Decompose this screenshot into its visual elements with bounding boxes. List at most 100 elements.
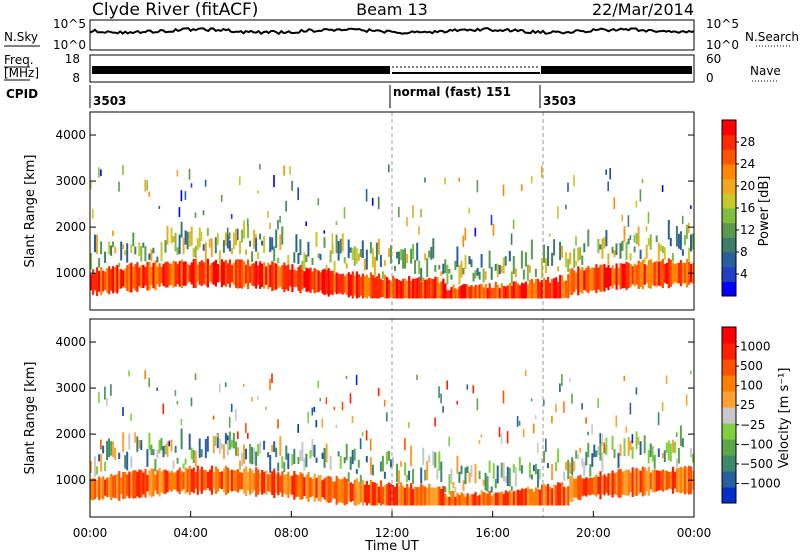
- power-near-range-mark: [285, 265, 288, 290]
- vel-near-range-mark: [432, 487, 435, 506]
- vel-near-range-mark: [212, 471, 215, 489]
- velocity-ylabel: Slant Range [km]: [23, 362, 38, 475]
- power-mid-range-mark: [547, 246, 549, 266]
- vel-far-range-mark: [438, 386, 440, 399]
- vel-near-range-mark: [516, 489, 519, 506]
- power-near-range-mark: [605, 267, 608, 288]
- vel-mid-range-mark: [140, 440, 143, 450]
- vel-far-range-mark: [581, 403, 583, 410]
- vel-mid-range-mark: [406, 474, 409, 483]
- power-mid-range-mark: [573, 248, 576, 269]
- power-near-range-mark: [404, 278, 407, 299]
- vel-mid-range-mark: [398, 470, 400, 484]
- power-mid-range-mark: [228, 240, 231, 252]
- power-mid-range-mark: [281, 226, 284, 245]
- power-mid-range-mark: [470, 259, 473, 268]
- vel-near-range-mark: [182, 472, 185, 490]
- vel-colorbar-tick-label: 1000: [740, 340, 771, 354]
- power-near-range-mark: [593, 267, 596, 291]
- power-mid-range-mark: [373, 256, 376, 277]
- power-near-range-mark: [267, 262, 270, 289]
- vel-far-range-mark: [297, 424, 299, 433]
- power-near-range-mark: [277, 265, 280, 288]
- power-mid-range-mark: [412, 244, 415, 260]
- vel-near-range-mark: [575, 478, 578, 498]
- power-near-range-mark: [450, 287, 453, 299]
- vel-near-range-mark: [671, 466, 675, 494]
- vel-near-range-mark: [170, 470, 173, 492]
- time-xtick-label: 04:00: [173, 526, 208, 540]
- power-mid-range-mark: [583, 243, 586, 253]
- vel-far-range-mark: [603, 442, 605, 454]
- power-near-range-mark: [486, 288, 489, 299]
- vel-far-range-mark: [247, 432, 249, 439]
- power-near-range-mark: [321, 269, 324, 294]
- vel-near-range-mark: [629, 472, 632, 493]
- power-mid-range-mark: [377, 238, 380, 255]
- vel-near-range-mark: [126, 474, 129, 496]
- vel-far-range-mark: [472, 385, 475, 394]
- date-title: 22/Mar/2014: [592, 0, 694, 19]
- power-mid-range-mark: [277, 257, 280, 264]
- vel-mid-range-mark: [218, 438, 221, 454]
- power-near-range-mark: [591, 267, 594, 291]
- power-near-range-mark: [504, 286, 507, 299]
- nsky-tick-top: 10^5: [53, 17, 86, 31]
- vel-near-range-mark: [412, 488, 415, 506]
- power-mid-range-mark: [645, 244, 648, 259]
- vel-near-range-mark: [492, 493, 495, 506]
- vel-mid-range-mark: [577, 454, 580, 460]
- vel-near-range-mark: [653, 469, 656, 493]
- vel-near-range-mark: [486, 493, 489, 506]
- power-far-range-mark: [188, 168, 191, 180]
- vel-far-range-mark: [404, 438, 406, 451]
- vel-far-range-mark: [383, 399, 386, 407]
- power-colorbar-segment: [722, 134, 736, 150]
- vel-mid-range-mark: [557, 448, 560, 463]
- power-colorbar-segment: [722, 178, 736, 194]
- power-far-range-mark: [146, 180, 148, 191]
- vel-far-range-mark: [214, 436, 217, 446]
- power-near-range-mark: [599, 264, 602, 292]
- vel-far-range-mark: [168, 440, 171, 447]
- vel-mid-range-mark: [267, 452, 270, 458]
- power-mid-range-mark: [394, 265, 396, 271]
- vel-near-range-mark: [426, 487, 429, 506]
- vel-near-range-mark: [291, 475, 294, 495]
- power-mid-range-mark: [375, 242, 378, 261]
- power-near-range-mark: [235, 259, 238, 288]
- vel-near-range-mark: [448, 496, 451, 506]
- vel-mid-range-mark: [530, 474, 533, 480]
- vel-far-range-mark: [341, 401, 344, 411]
- power-mid-range-mark: [655, 235, 658, 243]
- vel-mid-range-mark: [104, 461, 107, 471]
- vel-near-range-mark: [549, 487, 552, 506]
- power-near-range-mark: [329, 270, 332, 295]
- vel-mid-range-mark: [357, 459, 360, 468]
- power-near-range-mark: [204, 260, 207, 286]
- vel-near-range-mark: [635, 467, 638, 496]
- vel-near-range-mark: [619, 468, 622, 498]
- power-near-range-mark: [271, 261, 274, 292]
- power-near-range-mark: [643, 264, 646, 285]
- vel-mid-range-mark: [235, 441, 237, 456]
- power-near-range-mark: [655, 260, 658, 287]
- vel-far-range-mark: [448, 436, 450, 447]
- vel-mid-range-mark: [484, 472, 487, 491]
- power-mid-range-mark: [357, 253, 360, 261]
- power-colorbar-tick-label: 28: [740, 135, 755, 149]
- vel-ytick-label: 4000: [55, 335, 86, 349]
- vel-mid-range-mark: [106, 440, 109, 461]
- power-far-range-mark: [202, 210, 205, 216]
- vel-near-range-mark: [261, 469, 264, 495]
- power-colorbar-segment: [722, 266, 736, 282]
- vel-near-range-mark: [194, 471, 197, 489]
- vel-far-range-mark: [563, 401, 565, 413]
- vel-mid-range-mark: [482, 479, 485, 486]
- power-near-range-mark: [287, 264, 290, 291]
- freq-panel: Freq. [MHz] 18 8 60 0 Nave: [4, 52, 781, 85]
- vel-near-range-mark: [323, 478, 326, 500]
- beam-title: Beam 13: [356, 0, 428, 19]
- power-near-range-mark: [659, 260, 662, 287]
- vel-near-range-mark: [353, 479, 356, 506]
